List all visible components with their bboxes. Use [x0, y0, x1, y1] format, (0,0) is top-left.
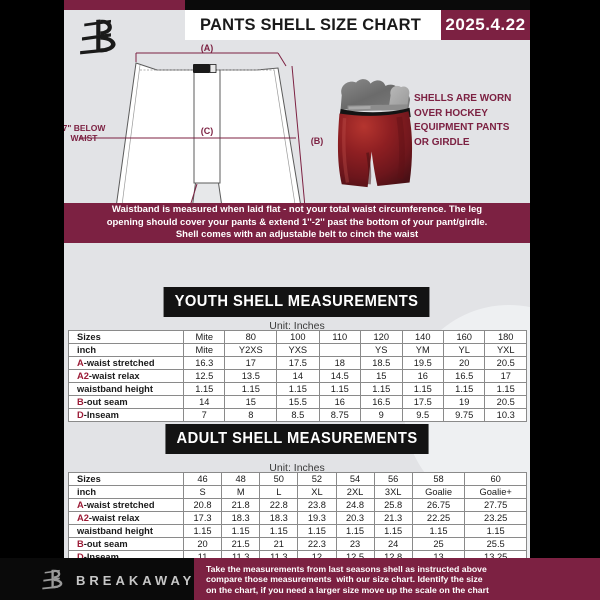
- svg-text:(B): (B): [311, 136, 324, 146]
- svg-text:7" BELOW: 7" BELOW: [64, 123, 106, 133]
- svg-text:WAIST: WAIST: [71, 133, 99, 143]
- svg-text:(A): (A): [201, 43, 214, 53]
- svg-text:(C): (C): [201, 126, 214, 136]
